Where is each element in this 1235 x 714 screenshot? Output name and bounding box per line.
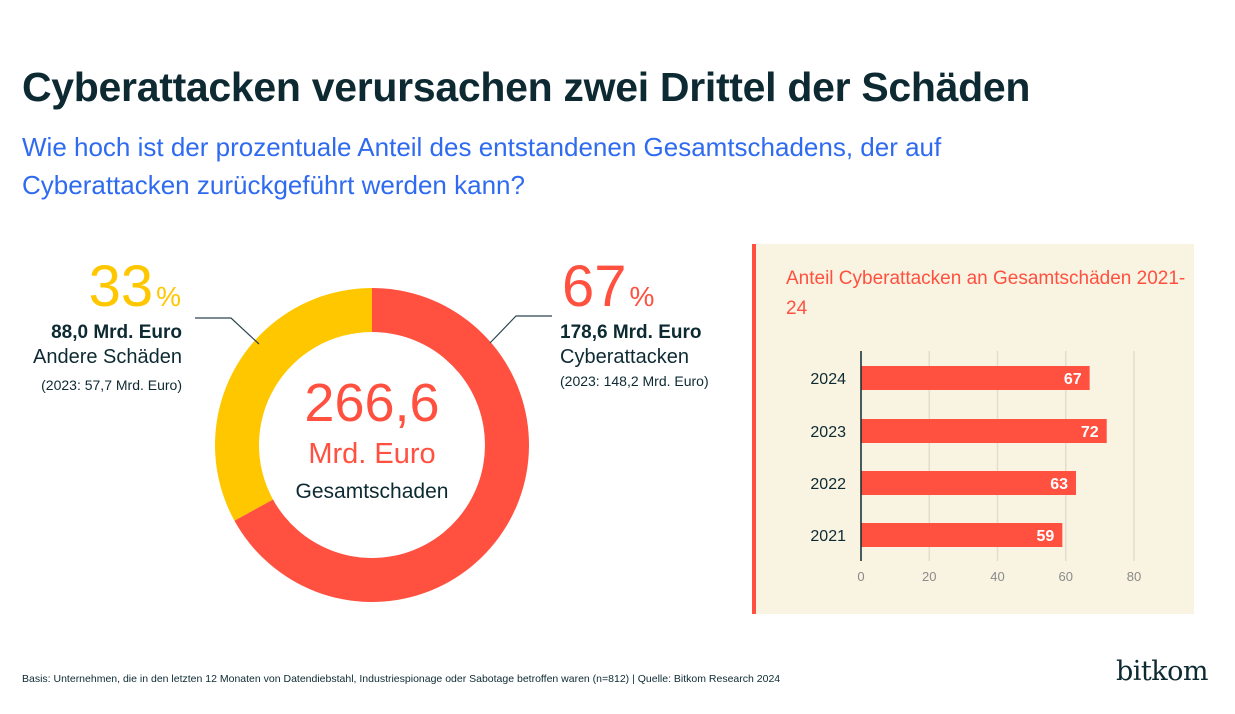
donut-slice-andere-sch-den: [215, 288, 372, 521]
percent-sign: %: [156, 281, 181, 312]
cyber-previous: (2023: 148,2 Mrd. Euro): [560, 373, 709, 389]
other-damage-percent-value: 33: [88, 254, 154, 319]
bar-value-label: 63: [1050, 476, 1068, 493]
other-damage-percent: 33%: [89, 258, 181, 326]
bar-2021: [861, 523, 1063, 547]
leader-line-left: [195, 317, 260, 345]
y-category-label: 2024: [810, 371, 846, 388]
y-category-label: 2023: [810, 424, 846, 441]
other-damage-amount: 88,0 Mrd. Euro: [51, 322, 182, 343]
x-tick-label: 80: [1127, 569, 1141, 584]
x-tick-label: 0: [857, 569, 864, 584]
x-tick-label: 60: [1059, 569, 1073, 584]
total-damage-unit: Mrd. Euro: [308, 438, 436, 470]
bar-2024: [861, 366, 1090, 390]
total-damage-label: Gesamtschaden: [295, 480, 449, 503]
cyber-amount: 178,6 Mrd. Euro: [560, 322, 702, 343]
bar-2023: [861, 419, 1107, 443]
y-category-label: 2021: [810, 528, 846, 545]
other-damage-previous: (2023: 57,7 Mrd. Euro): [41, 377, 182, 393]
y-category-label: 2022: [810, 476, 846, 493]
page-title: Cyberattacken verursachen zwei Drittel d…: [22, 64, 1031, 110]
footnote-source: Basis: Unternehmen, die in den letzten 1…: [22, 673, 781, 685]
cyber-percent: 67%: [562, 258, 654, 326]
bitkom-logo: bitkom: [1116, 656, 1209, 687]
bar-2022: [861, 471, 1076, 495]
bar-value-label: 67: [1064, 371, 1082, 388]
cyber-label: Cyberattacken: [560, 346, 689, 368]
other-damage-label: Andere Schäden: [32, 346, 182, 368]
logo-text: bitkom: [1116, 656, 1209, 687]
x-tick-label: 40: [990, 569, 1004, 584]
leader-line-right: [489, 315, 552, 344]
bar-chart-title: Anteil Cyberattacken an Gesamtschäden 20…: [786, 268, 1186, 319]
donut-chart: [195, 288, 552, 602]
x-tick-label: 20: [922, 569, 936, 584]
total-damage-value: 266,6: [304, 373, 440, 433]
bar-value-label: 59: [1037, 528, 1055, 545]
page-subtitle: Wie hoch ist der prozentuale Anteil des …: [22, 132, 942, 200]
percent-sign: %: [629, 281, 655, 312]
donut-slice-cyberattacken: [234, 288, 529, 602]
cyber-percent-value: 67: [562, 254, 627, 319]
bar-value-label: 72: [1081, 424, 1099, 441]
